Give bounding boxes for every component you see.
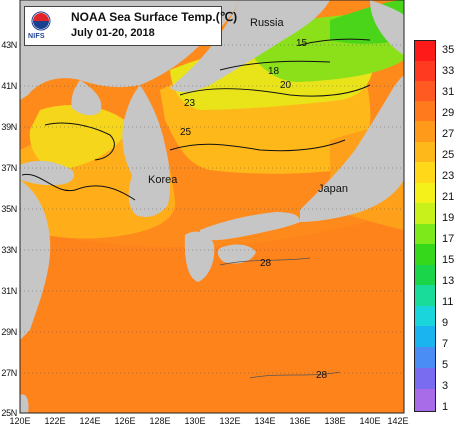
land-shikoku (217, 244, 256, 264)
colorbar-segment (415, 224, 435, 244)
colorbar-segment (415, 162, 435, 183)
contour-25 (21, 173, 136, 201)
contour-label-28-north: 28 (260, 258, 272, 269)
colorbar-label: 5 (442, 359, 449, 371)
colorbar-segment (415, 101, 435, 121)
contour-28-south (249, 371, 341, 379)
graticule (20, 44, 404, 374)
colorbar-label: 13 (442, 275, 455, 287)
colorbar-segment (415, 389, 435, 411)
nifs-logo-icon (31, 11, 51, 31)
place-korea: Korea (148, 174, 178, 186)
lon-label: 136E (289, 416, 311, 426)
colorbar-label: 33 (442, 65, 455, 77)
contour-23-east (169, 139, 346, 152)
colorbar-label: 11 (442, 296, 454, 308)
land-liaodong (71, 80, 102, 116)
colorbar-segment (415, 183, 435, 203)
lon-label: 138E (324, 416, 346, 426)
land-shandong (20, 160, 75, 186)
lon-label: 140E (359, 416, 381, 426)
land-taiwan (20, 394, 29, 413)
colorbar-label: 29 (442, 107, 455, 119)
land-japan-west (200, 212, 300, 241)
place-japan: Japan (318, 183, 348, 195)
colorbar-label: 35 (442, 44, 455, 56)
contour-label-20: 20 (280, 80, 292, 91)
lon-label: 134E (254, 416, 276, 426)
lat-label: 33N (1, 245, 17, 255)
colorbar-label: 3 (442, 380, 449, 392)
colorbar-label: 27 (442, 128, 455, 140)
lat-label: 37N (1, 163, 17, 173)
lon-label: 128E (149, 416, 171, 426)
colorbar-segment (415, 265, 435, 285)
sea-cool (29, 105, 130, 170)
colorbar-label: 19 (442, 212, 455, 224)
lat-label: 35N (1, 204, 17, 214)
lat-label: 41N (1, 81, 17, 91)
colorbar-label: 17 (442, 233, 455, 245)
lat-label: 25N (1, 408, 17, 418)
colorbar-label: 15 (442, 254, 455, 266)
temperature-colorbar (414, 40, 436, 412)
lon-label: 122E (44, 416, 66, 426)
contour-15 (299, 38, 371, 46)
land-kyushu (184, 231, 215, 282)
colorbar-segment (415, 244, 435, 265)
colorbar-label: 31 (442, 86, 455, 98)
logo-text: NIFS (28, 33, 45, 40)
colorbar-segment (415, 142, 435, 162)
contour-label-18: 18 (268, 66, 280, 77)
colorbar-label: 7 (442, 338, 449, 350)
sea-orange-band (20, 205, 404, 413)
colorbar-segment (415, 121, 435, 142)
colorbar-segment (415, 326, 435, 347)
colorbar-label: 1 (442, 401, 449, 413)
colorbar-segment (415, 41, 435, 61)
colorbar-label: 21 (442, 191, 455, 203)
colorbar-segment (415, 81, 435, 101)
map-title: NOAA Sea Surface Temp.(℃) (71, 10, 238, 24)
title-box: NIFS NOAA Sea Surface Temp.(℃) July 01-2… (24, 6, 237, 46)
land-china-east (20, 180, 51, 340)
land-korea (122, 85, 171, 217)
lat-label: 27N (1, 368, 17, 378)
colorbar-label: 9 (442, 317, 449, 329)
lon-label: 142E (387, 416, 409, 426)
contour-label-15: 15 (296, 38, 308, 49)
lat-label: 29N (1, 327, 17, 337)
contour-label-23: 23 (184, 98, 196, 109)
land-russia (170, 0, 330, 92)
colorbar-segment (415, 61, 435, 81)
land-hokkaido (370, 0, 404, 55)
land-japan-honshu (300, 75, 404, 222)
contour-yellow-sea (44, 122, 115, 161)
map-period: July 01-20, 2018 (71, 27, 155, 39)
colorbar-label: 23 (442, 170, 455, 182)
contour-28 (219, 257, 311, 266)
lon-label: 130E (184, 416, 206, 426)
lon-label: 132E (219, 416, 241, 426)
lat-label: 31N (1, 286, 17, 296)
colorbar-label: 25 (442, 149, 455, 161)
lon-label: 124E (79, 416, 101, 426)
colorbar-segment (415, 306, 435, 326)
colorbar-segment (415, 203, 435, 224)
contour-label-25: 25 (180, 127, 192, 138)
colorbar-segment (415, 368, 435, 389)
lat-label: 43N (1, 40, 17, 50)
colorbar-segment (415, 347, 435, 368)
map-border (19, 0, 405, 414)
lat-label: 39N (1, 122, 17, 132)
colorbar-segment (415, 285, 435, 306)
place-russia: Russia (250, 17, 284, 29)
contour-label-28-south: 28 (316, 370, 328, 381)
lon-label: 120E (9, 416, 31, 426)
contour-18 (219, 60, 331, 71)
lon-label: 126E (114, 416, 136, 426)
contour-20 (179, 84, 371, 97)
